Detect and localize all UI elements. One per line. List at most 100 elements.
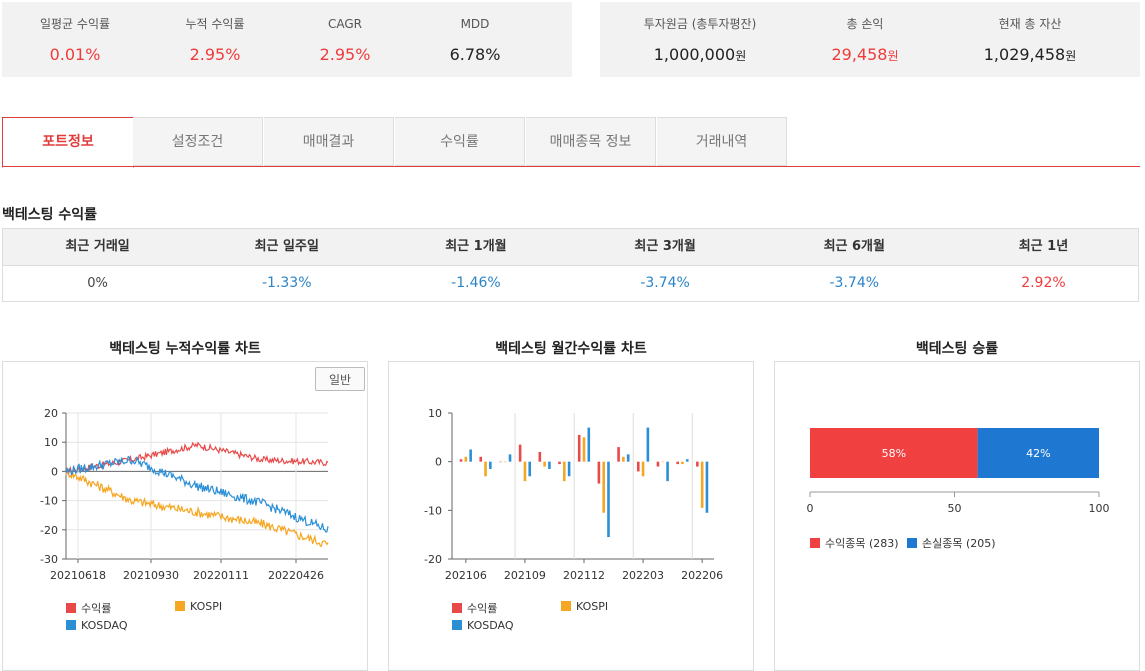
- summary-stat-0: 일평균 수익률 0.01%: [20, 16, 130, 65]
- bar-2-10: [666, 461, 669, 482]
- summary-stat-2: CAGR 2.95%: [280, 16, 410, 65]
- bar-0-0: [459, 459, 463, 462]
- tab-4[interactable]: 매매종목 정보: [526, 117, 656, 166]
- bar-0-11: [676, 461, 679, 465]
- summary-right-panel: [600, 2, 1140, 77]
- bar-1-9: [641, 461, 645, 477]
- loss-bar: [977, 428, 1099, 478]
- bar-1-2: [503, 461, 507, 463]
- tab-bar: 포트정보 설정조건 매매결과 수익률 매매종목 정보 거래내역: [2, 117, 790, 168]
- tab-underline: [2, 166, 1140, 167]
- returns-value-cell: 2.92%: [1021, 275, 1066, 291]
- cum-chart-title: 백테스팅 누적수익률 차트: [109, 341, 261, 357]
- legend-label: 수익률: [81, 602, 112, 615]
- y-tick-label: 10: [428, 407, 442, 420]
- summary-total-0: 투자원금 (총투자평잔) 1,000,000원: [630, 16, 770, 65]
- bar-0-5: [558, 461, 561, 465]
- y-tick-label: 10: [44, 436, 58, 449]
- win-chart-panel: 58% 42% 0 50 100 수익종목 (283) 손실종목 (205): [774, 361, 1140, 671]
- win-bar-label: 58%: [882, 447, 906, 460]
- y-tick-label: -10: [40, 495, 58, 508]
- mon-legend-item-1: KOSPI: [561, 600, 608, 613]
- bar-0-1: [479, 456, 483, 462]
- summary-stat-value: 0.01%: [49, 45, 101, 64]
- bar-1-6: [582, 437, 586, 462]
- summary-stat-label: CAGR: [327, 17, 362, 31]
- unit: 원: [735, 49, 747, 63]
- cum-legend-item-1: KOSPI: [175, 600, 222, 613]
- bar-1-5: [563, 461, 566, 482]
- bar-2-11: [685, 459, 689, 462]
- y-tick-label: 0: [51, 465, 58, 478]
- win-legend-item-0: 수익종목 (283): [810, 535, 899, 551]
- bar-2-4: [548, 461, 551, 469]
- tab-1[interactable]: 설정조건: [133, 117, 263, 166]
- bar-2-1: [489, 461, 492, 469]
- amount: 1,029,458: [983, 45, 1066, 64]
- returns-section-title: 백테스팅 수익률: [2, 207, 98, 223]
- x-tick-label: 50: [948, 502, 962, 515]
- tab-0[interactable]: 포트정보: [2, 117, 134, 168]
- bar-0-2: [499, 461, 502, 463]
- summary-total-value: 1,000,000원: [630, 45, 770, 65]
- bar-1-4: [543, 461, 546, 467]
- y-tick-label: 20: [44, 407, 58, 420]
- x-tick-label: 202112: [563, 569, 605, 582]
- win-legend-item-1: 손실종목 (205): [907, 535, 996, 551]
- returns-header-cell: 최근 일주일: [254, 239, 319, 254]
- bar-0-7: [597, 461, 601, 484]
- returns-header-cell: 최근 1년: [1018, 239, 1069, 254]
- amount: 29,458: [831, 45, 888, 64]
- summary-left-panel: [2, 2, 572, 77]
- tab-5[interactable]: 거래내역: [657, 117, 787, 166]
- legend-label: KOSPI: [576, 600, 609, 613]
- win-bar: [810, 428, 978, 478]
- returns-header-cell: 최근 1개월: [445, 239, 507, 254]
- bar-0-6: [577, 434, 581, 462]
- bar-1-10: [661, 461, 665, 463]
- y-tick-label: -20: [424, 553, 442, 566]
- bar-1-7: [602, 461, 605, 513]
- returns-value-cell: -3.74%: [829, 275, 880, 291]
- summary-total-label: 현재 총 자산: [998, 17, 1062, 31]
- y-tick-label: 0: [435, 456, 442, 469]
- summary-stat-label: 일평균 수익률: [39, 17, 111, 31]
- returns-table: 최근 거래일 최근 일주일 최근 1개월 최근 3개월 최근 6개월 최근 1년 0% -1…: [2, 228, 1139, 302]
- summary-total-value: 1,029,458원: [960, 45, 1100, 65]
- tab-3[interactable]: 수익률: [395, 117, 525, 166]
- line-series-0: [65, 441, 329, 476]
- x-tick-label: 20220111: [193, 569, 249, 582]
- returns-value-cell: -3.74%: [640, 275, 690, 291]
- cum-legend-item-2: KOSDAQ: [66, 619, 128, 632]
- win-chart-svg: 58% 42% 0 50 100: [807, 428, 1110, 515]
- amount: 1,000,000: [653, 45, 736, 64]
- legend-label: 수익률: [467, 602, 498, 615]
- bar-2-12: [705, 461, 709, 513]
- bar-0-3: [518, 444, 522, 462]
- legend-label: KOSPI: [190, 600, 223, 613]
- cum-chart-svg: 20 10 0 -10 -20 -30 20210618 20210930 20220111 20…: [40, 407, 329, 582]
- x-tick-label: 0: [807, 502, 814, 515]
- x-tick-label: 100: [1089, 502, 1110, 515]
- bar-2-0: [469, 449, 472, 462]
- bar-2-2: [508, 454, 512, 462]
- summary-total-label: 총 손익: [846, 17, 884, 31]
- bar-2-8: [626, 454, 630, 462]
- legend-label: 손실종목 (205): [922, 537, 996, 550]
- summary-total-value: 29,458원: [790, 45, 940, 65]
- tab-2[interactable]: 매매결과: [264, 117, 394, 166]
- summary-total-label: 투자원금 (총투자평잔): [643, 17, 757, 31]
- returns-value-cell: 0%: [87, 276, 108, 291]
- normal-scale-button[interactable]: 일반: [315, 367, 365, 391]
- line-series-1: [65, 467, 329, 547]
- summary-stat-value: 6.78%: [449, 45, 501, 64]
- mon-legend-item-0: 수익률: [452, 600, 497, 616]
- unit: 원: [1065, 49, 1077, 63]
- summary-stat-3: MDD 6.78%: [410, 16, 540, 65]
- bar-2-3: [528, 461, 532, 477]
- loss-bar-label: 42%: [1026, 447, 1050, 460]
- legend-label: 수익종목 (283): [825, 537, 899, 550]
- x-tick-label: 20210930: [123, 569, 179, 582]
- summary-total-2: 현재 총 자산 1,029,458원: [960, 16, 1100, 65]
